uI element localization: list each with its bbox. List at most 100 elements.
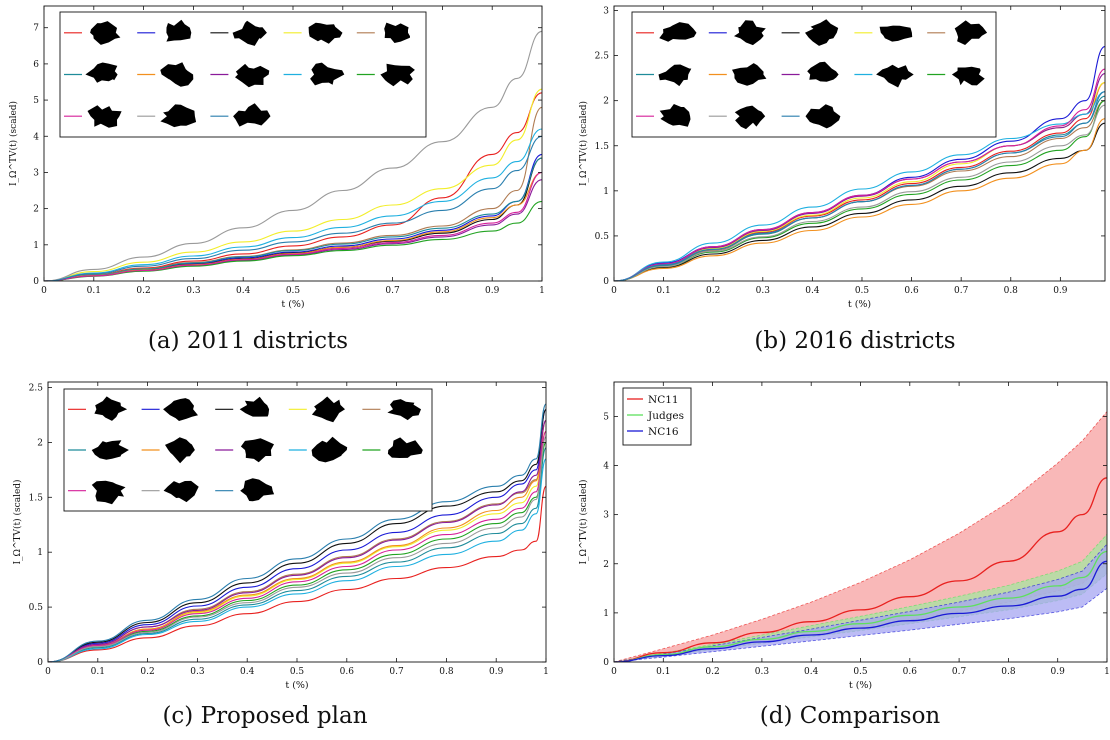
x-tick-label: 0.6	[903, 667, 918, 677]
y-tick-label: 5	[603, 412, 609, 422]
x-tick-label: 0.9	[1051, 667, 1066, 677]
y-tick-label: 0	[37, 658, 43, 668]
x-tick-label: 0.7	[952, 667, 967, 677]
legend-label: Judges	[647, 410, 684, 422]
chart-2016-districts: 0 0.1 0.2 0.3 0.4 0.5 0.6 0.7 0.8 0.9 0 0.5 1 1.5 2 2.5…	[578, 5, 1106, 310]
series-line-magenta	[614, 68, 1105, 281]
x-tick-label: 0.1	[91, 667, 105, 677]
district-shape-icon	[807, 61, 839, 82]
y-tick-label: 1.5	[29, 493, 44, 503]
series-line-orange	[48, 419, 546, 662]
x-tick-label: 0.4	[805, 286, 820, 296]
series-line-blue	[48, 408, 546, 662]
district-shape-icon	[87, 105, 122, 128]
district-shape-icon	[380, 63, 415, 87]
district-shape-icon	[384, 22, 410, 43]
district-shape-icon	[954, 20, 988, 45]
x-tick-label: 0.1	[656, 667, 670, 677]
series-line-yellow	[44, 88, 542, 281]
series-line-red	[44, 92, 542, 281]
district-shape-icon	[734, 105, 766, 130]
district-shape-icon	[91, 440, 129, 460]
x-tick-label: 0.2	[706, 286, 720, 296]
chart-proposed-plan: 0 0.1 0.2 0.3 0.4 0.5 0.6 0.7 0.8 0.9 1 0 0.5 1 1.5 2 2.…	[12, 381, 549, 691]
x-tick-label: 0.4	[236, 286, 251, 296]
y-axis-label: I_Ω^TV(t) (scaled)	[8, 101, 19, 186]
y-tick-label: 3	[33, 168, 39, 178]
y-tick-label: 6	[33, 60, 39, 70]
y-tick-label: 0.5	[29, 603, 44, 613]
y-tick-label: 1	[37, 548, 43, 558]
x-tick-label: 0	[611, 667, 617, 677]
y-tick-label: 7	[33, 24, 39, 34]
x-tick-label: 0.9	[489, 667, 504, 677]
district-shape-icon	[94, 396, 128, 421]
district-shape-icon	[879, 25, 913, 42]
x-axis-label: t (%)	[285, 680, 308, 691]
x-tick-label: 0.6	[904, 286, 919, 296]
series-line-magenta	[48, 430, 546, 662]
district-shape-icon	[90, 21, 121, 45]
y-tick-label: 4	[603, 462, 609, 472]
caption-comparison: (d) Comparison	[759, 703, 941, 729]
x-tick-label: 0	[41, 286, 47, 296]
series-line-gray	[44, 30, 542, 281]
district-shape-icon	[85, 62, 118, 83]
series-line-orange	[614, 118, 1105, 281]
y-tick-label: 1	[603, 187, 609, 197]
chart-panel-2011-districts: 0 0.1 0.2 0.3 0.4 0.5 0.6 0.7 0.8 0.9 1 0 1 2 3 4 5 6 7 t (…	[0, 0, 555, 310]
x-tick-label: 0.5	[853, 667, 868, 677]
chart-panel-comparison: 0 0.1 0.2 0.3 0.4 0.5 0.6 0.7 0.8 0.9 1 0 1 2 3 4 5 t (%)…	[565, 375, 1110, 691]
series-line-steel	[44, 135, 542, 281]
x-tick-label: 0.4	[804, 667, 819, 677]
x-tick-label: 0.7	[389, 667, 404, 677]
y-tick-label: 3	[603, 7, 609, 17]
district-shape-icon	[876, 64, 914, 88]
series-line-black	[48, 408, 546, 662]
series-line-cyan	[44, 128, 542, 281]
district-shape-icon	[165, 437, 195, 464]
district-shape-icon	[233, 103, 271, 127]
y-axis-label: I_Ω^TV(t) (scaled)	[12, 479, 23, 564]
series-line-black	[614, 122, 1105, 281]
x-tick-label: 0.7	[954, 286, 969, 296]
x-tick-label: 0.3	[756, 286, 771, 296]
series-line-cyan	[614, 91, 1105, 281]
x-tick-label: 0.6	[336, 286, 351, 296]
x-tick-label: 0.8	[435, 286, 450, 296]
district-shape-icon	[805, 19, 839, 46]
chart-panel-proposed-plan: 0 0.1 0.2 0.3 0.4 0.5 0.6 0.7 0.8 0.9 1 0 0.5 1 1.5 2 2.…	[0, 375, 555, 691]
district-shape-icon	[805, 104, 841, 129]
district-shape-icon	[166, 19, 192, 42]
legend-box	[622, 387, 692, 446]
x-tick-label: 0.5	[286, 286, 301, 296]
district-shape-icon	[163, 480, 199, 503]
y-tick-label: 0.5	[595, 232, 610, 242]
x-tick-label: 1	[543, 667, 549, 677]
x-tick-label: 0	[611, 286, 617, 296]
district-shape-icon	[240, 478, 275, 502]
series-line-green	[614, 100, 1105, 281]
district-shape-icon	[308, 22, 343, 44]
x-tick-label: 0.2	[136, 286, 150, 296]
y-tick-label: 1	[33, 241, 39, 251]
x-tick-label: 0.5	[855, 286, 870, 296]
y-tick-label: 5	[33, 96, 39, 106]
x-axis-label: t (%)	[848, 299, 871, 310]
y-tick-label: 2	[37, 438, 43, 448]
y-axis-label: I_Ω^TV(t) (scaled)	[578, 479, 589, 564]
band-upper-nc11	[613, 411, 1108, 663]
district-shape-icon	[387, 437, 423, 458]
district-shape-icon	[732, 63, 767, 86]
series-line-gray	[48, 436, 546, 662]
district-shape-icon	[734, 20, 766, 46]
chart-panel-2016-districts: 0 0.1 0.2 0.3 0.4 0.5 0.6 0.7 0.8 0.9 0 0.5 1 1.5 2 2.5…	[565, 0, 1110, 310]
x-tick-label: 0.1	[87, 286, 101, 296]
x-tick-label: 0.3	[755, 667, 770, 677]
x-tick-label: 0	[45, 667, 51, 677]
series-line-magenta	[44, 171, 542, 281]
x-tick-label: 0.2	[705, 667, 719, 677]
x-tick-label: 1	[1104, 667, 1110, 677]
band-upper-judges	[613, 534, 1108, 663]
district-shape-icon	[951, 66, 985, 86]
